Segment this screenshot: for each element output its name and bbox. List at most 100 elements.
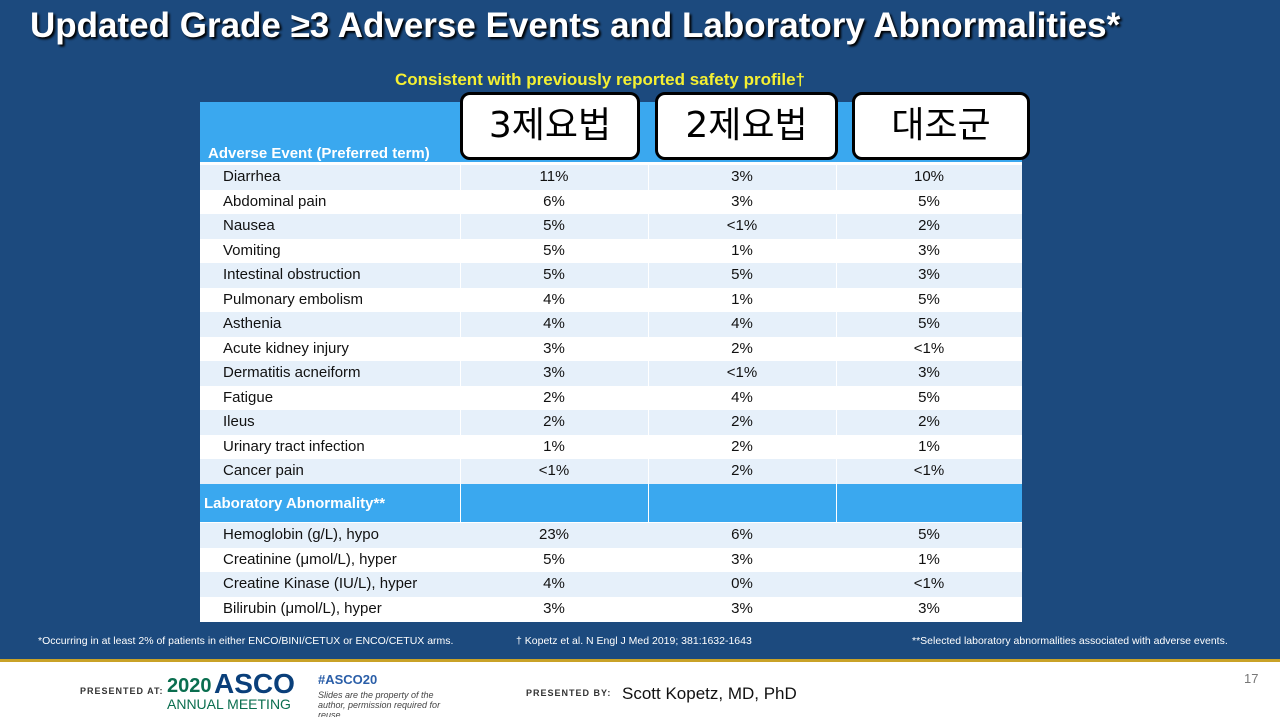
row-label: Ileus — [223, 413, 255, 430]
cell-value: 3% — [543, 364, 565, 381]
cell-value: 3% — [731, 599, 753, 617]
cell-value: <1% — [726, 217, 758, 234]
footnote: † Kopetz et al. N Engl J Med 2019; 381:1… — [516, 635, 752, 647]
presented-by: PRESENTED BY: — [526, 688, 612, 698]
cell-value: 23% — [538, 526, 570, 543]
cell-value: 5% — [543, 550, 565, 568]
hashtag: #ASCO20 — [318, 672, 378, 687]
cell-value: <1% — [913, 462, 945, 479]
row-label: Hemoglobin (g/L), hypo — [223, 526, 379, 543]
presented-at: PRESENTED AT: — [80, 686, 164, 696]
cell-value: 1% — [918, 550, 940, 568]
divider — [836, 484, 837, 522]
cell-value: 2% — [918, 217, 940, 234]
cell-value: 2% — [918, 413, 940, 430]
cell-value: 5% — [918, 388, 940, 406]
cell-value: 2% — [731, 462, 753, 479]
row-bg — [200, 459, 1022, 484]
cell-value: 2% — [543, 388, 565, 406]
cell-value: 3% — [918, 241, 940, 259]
footnote: **Selected laboratory abnormalities asso… — [912, 635, 1228, 647]
row-bg — [200, 361, 1022, 386]
cell-value: 5% — [918, 526, 940, 543]
cell-value: 1% — [918, 437, 940, 455]
divider — [648, 162, 649, 484]
cell-value: 3% — [731, 168, 753, 185]
cell-value: 2% — [731, 437, 753, 455]
row-bg — [200, 385, 1022, 410]
row-bg — [200, 263, 1022, 288]
cell-value: 5% — [543, 266, 565, 283]
row-bg — [200, 287, 1022, 312]
footer-band — [0, 659, 1280, 717]
row-label: Creatinine (μmol/L), hyper — [223, 550, 397, 568]
divider — [460, 484, 461, 522]
cell-value: 5% — [543, 241, 565, 259]
cell-value: 4% — [731, 315, 753, 332]
cell-value: 1% — [731, 241, 753, 259]
cell-value: 5% — [731, 266, 753, 283]
row-label: Cancer pain — [223, 462, 304, 479]
row-label: Nausea — [223, 217, 275, 234]
row-label: Acute kidney injury — [223, 339, 349, 357]
cell-value: 3% — [918, 364, 940, 381]
cell-value: 6% — [543, 192, 565, 210]
row-bg — [200, 410, 1022, 435]
row-label: Diarrhea — [223, 168, 281, 185]
row-label: Pulmonary embolism — [223, 290, 364, 308]
cell-value: 2% — [731, 413, 753, 430]
cell-value: <1% — [726, 364, 758, 381]
row-bg — [200, 165, 1022, 190]
row-bg — [200, 572, 1022, 597]
row-label: Bilirubin (μmol/L), hyper — [223, 599, 382, 617]
cell-value: 3% — [918, 599, 940, 617]
row-bg — [200, 547, 1022, 572]
divider — [648, 484, 649, 522]
cell-value: 5% — [543, 217, 565, 234]
title: Updated Grade ≥3 Adverse Events and Labo… — [30, 6, 1121, 45]
cell-value: 0% — [731, 575, 753, 592]
row-bg — [200, 312, 1022, 337]
cell-value: 4% — [543, 315, 565, 332]
row-bg — [200, 238, 1022, 263]
row-label: Creatine Kinase (IU/L), hyper — [223, 575, 418, 592]
row-bg — [200, 523, 1022, 548]
cell-value: 10% — [913, 168, 945, 185]
meeting: ANNUAL MEETING — [167, 696, 291, 712]
cell-value: <1% — [538, 462, 570, 479]
column-label: 3제요법 — [460, 92, 640, 160]
cell-value: 1% — [731, 290, 753, 308]
cell-value: 6% — [731, 526, 753, 543]
row-label: Fatigue — [223, 388, 274, 406]
row-label: Dermatitis acneiform — [223, 364, 361, 381]
cell-value: 3% — [543, 339, 565, 357]
row-bg — [200, 214, 1022, 239]
row-label: Asthenia — [223, 315, 282, 332]
cell-value: 5% — [918, 315, 940, 332]
rights: Slides are the property of the author, p… — [318, 690, 441, 717]
column-label: 2제요법 — [655, 92, 838, 160]
row-label: Urinary tract infection — [223, 437, 365, 455]
cell-value: 5% — [918, 290, 940, 308]
cell-value: 3% — [918, 266, 940, 283]
cell-value: 1% — [543, 437, 565, 455]
cell-value: 2% — [543, 413, 565, 430]
table: Adverse Event (Preferred term) Diarrhea 11… — [200, 102, 1022, 622]
divider — [460, 162, 461, 484]
row-label: Abdominal pain — [223, 192, 327, 210]
cell-value: 4% — [543, 575, 565, 592]
year: 2020 — [167, 675, 212, 697]
cell-value: <1% — [913, 339, 945, 357]
column-label: 대조군 — [852, 92, 1030, 160]
footnote: *Occurring in at least 2% of patients in… — [38, 635, 454, 647]
row-bg — [200, 336, 1022, 361]
cell-value: 4% — [543, 290, 565, 308]
cell-value: <1% — [913, 575, 945, 592]
subtitle: Consistent with previously reported safe… — [395, 70, 805, 89]
divider — [836, 162, 837, 484]
row-bg — [200, 596, 1022, 621]
cell-value: 3% — [731, 550, 753, 568]
header-cell: Adverse Event (Preferred term) — [208, 145, 430, 162]
cell-value: 5% — [918, 192, 940, 210]
